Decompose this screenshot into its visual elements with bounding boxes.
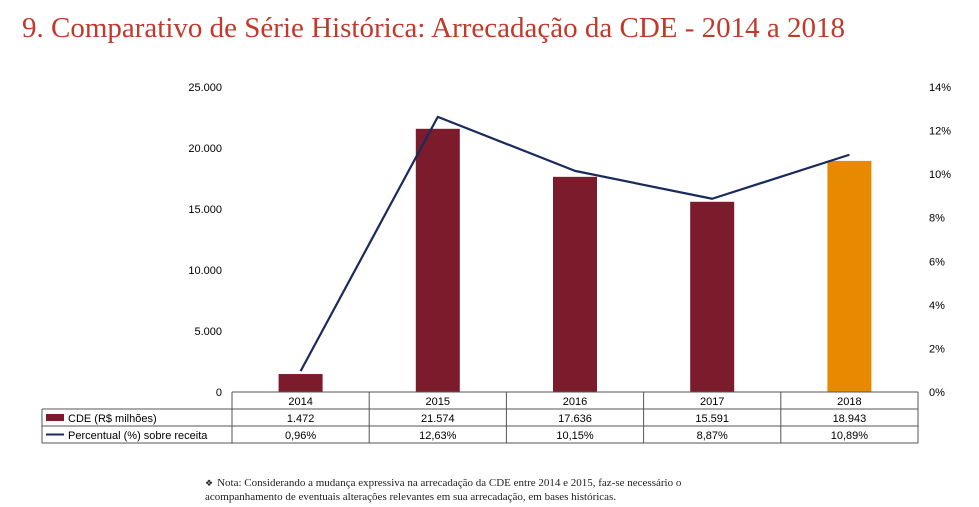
data-label-line: 8,87%: [697, 430, 728, 442]
data-label-bar: 18.943: [833, 413, 867, 425]
bar-2016: [553, 176, 597, 392]
data-label-bar: 21.574: [421, 413, 455, 425]
data-label-line: 10,89%: [831, 430, 869, 442]
legend-swatch-bar: [46, 414, 64, 421]
y-left-tick-label: 10.000: [188, 265, 222, 277]
y-left-tick-label: 25.000: [188, 82, 222, 94]
data-label-bar: 1.472: [287, 413, 315, 425]
y-right-tick-label: 4%: [929, 300, 945, 312]
x-tick-label: 2015: [426, 396, 450, 408]
x-tick-label: 2016: [563, 396, 587, 408]
data-label-bar: 15.591: [695, 413, 729, 425]
bar-2014: [278, 374, 323, 392]
y-left-tick-label: 15.000: [188, 204, 222, 216]
y-right-tick-label: 2%: [929, 343, 945, 355]
x-tick-label: 2018: [837, 396, 861, 408]
y-right-tick-label: 12%: [929, 126, 951, 138]
page-title: 9. Comparativo de Série Histórica: Arrec…: [22, 12, 846, 44]
y-left-tick-label: 20.000: [188, 143, 222, 155]
data-label-bar: 17.636: [558, 413, 592, 425]
legend-label-line: Percentual (%) sobre receita: [68, 430, 208, 442]
legend-label-bar: CDE (R$ milhões): [68, 413, 157, 425]
bar-2015: [415, 128, 460, 393]
y-left-tick-label: 5.000: [194, 326, 222, 338]
combo-chart: 0 5.000 10.000 15.000 20.000 25.000 0% 2% 4% 6% 8%…: [41, 82, 951, 444]
footnote: ❖ Nota: Considerando a mudança expressiva…: [205, 476, 805, 504]
y-right-tick-label: 6%: [929, 256, 945, 268]
y-right-tick-label: 14%: [929, 82, 951, 94]
x-tick-label: 2017: [700, 396, 724, 408]
y-right-tick-label: 0%: [929, 387, 945, 399]
data-label-line: 12,63%: [419, 430, 457, 442]
data-label-line: 0,96%: [285, 430, 316, 442]
data-label-line: 10,15%: [556, 430, 594, 442]
y-right-tick-label: 8%: [929, 213, 945, 225]
y-left-tick-label: 0: [216, 387, 222, 399]
bar-2017: [690, 201, 735, 392]
footnote-line-2: acompanhamento de eventuais alterações r…: [205, 491, 617, 503]
x-tick-label: 2014: [288, 396, 312, 408]
bar-2018: [827, 160, 872, 392]
y-right-tick-label: 10%: [929, 169, 951, 181]
diamond-bullet-icon: ❖: [205, 478, 214, 488]
footnote-line-1: Nota: Considerando a mudança expressiva …: [217, 477, 682, 489]
